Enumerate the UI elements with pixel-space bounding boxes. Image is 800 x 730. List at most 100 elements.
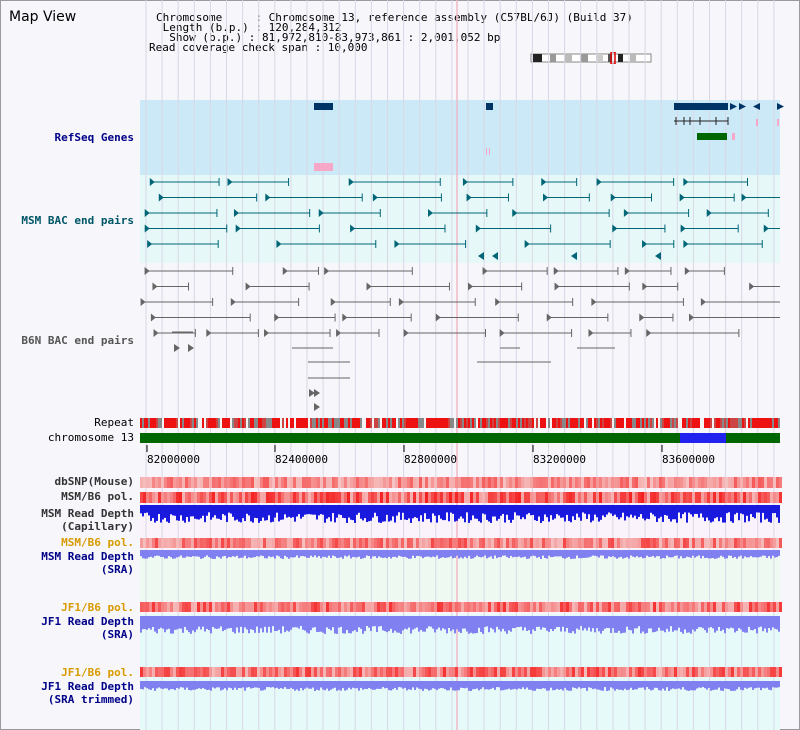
repeat-segment — [508, 418, 510, 428]
jf1-depth-trimmed-bar — [222, 681, 224, 690]
jf1-depth-sra-bar — [600, 616, 602, 634]
msm-depth-capillary-bar — [466, 505, 468, 513]
msm-depth-sra-bar — [236, 550, 238, 556]
msm-b6-pol-sra-segment — [311, 538, 314, 548]
msm-depth-sra-bar — [622, 550, 624, 559]
jf1-b6-pol-segment — [308, 602, 311, 612]
jf1-depth-trimmed-bar — [272, 681, 274, 688]
msm-b6-pol-segment — [242, 492, 245, 503]
jf1-b6-pol-trimmed-segment — [518, 667, 521, 677]
repeat-segment — [276, 418, 278, 428]
jf1-depth-sra-bar — [366, 616, 368, 626]
msm-depth-sra-bar — [298, 550, 300, 558]
msm-depth-capillary-bar — [724, 505, 726, 523]
b6n-bac-pair-end — [499, 329, 505, 337]
msm-depth-sra-bar — [168, 550, 170, 557]
jf1-depth-trimmed-bar — [294, 681, 296, 691]
dbsnp-segment — [734, 477, 737, 488]
jf1-depth-trimmed-bar — [290, 681, 292, 688]
msm-depth-sra-bar — [710, 550, 712, 559]
chromosome-ideogram[interactable] — [530, 52, 652, 64]
msm-depth-capillary-bar — [310, 505, 312, 515]
msm-depth-sra-bar — [684, 550, 686, 558]
jf1-b6-pol-trimmed-segment — [521, 667, 524, 677]
repeat-segment — [538, 418, 540, 428]
jf1-depth-trimmed-bar — [770, 681, 772, 691]
jf1-depth-sra-bar — [736, 616, 738, 631]
jf1-b6-pol-trimmed-segment — [473, 667, 476, 677]
axis-tick-label: 83200000 — [533, 453, 586, 466]
repeat-segment — [192, 418, 194, 428]
msm-depth-capillary-bar — [670, 505, 672, 522]
msm-depth-capillary-bar — [148, 505, 150, 516]
dbsnp-segment — [314, 477, 317, 488]
page-title: Map View — [9, 9, 77, 25]
jf1-depth-sra-bar — [638, 616, 640, 627]
msm-depth-sra-bar — [198, 550, 200, 557]
jf1-b6-pol-segment — [710, 602, 713, 612]
b6n-bac-pair-end — [309, 389, 315, 397]
jf1-b6-pol-trimmed-segment — [560, 667, 563, 677]
jf1-depth-trimmed-bar — [360, 681, 362, 688]
msm-depth-sra-bar — [414, 550, 416, 558]
msm-depth-sra-bar — [308, 550, 310, 558]
jf1-depth-trimmed-bar — [622, 681, 624, 691]
repeat-segment — [676, 418, 678, 428]
dbsnp-segment — [401, 477, 404, 488]
jf1-b6-pol-trimmed-segment — [248, 667, 251, 677]
repeat-segment — [344, 418, 346, 428]
jf1-depth-sra-bar — [704, 616, 706, 631]
msm-b6-pol-sra-segment — [554, 538, 557, 548]
jf1-b6-pol-trimmed-segment — [671, 667, 674, 677]
msm-depth-capillary-bar — [420, 505, 422, 516]
jf1-b6-pol-trimmed-segment — [200, 667, 203, 677]
b6n-bac-pair-end — [398, 298, 404, 306]
jf1-depth-trimmed-bar — [620, 681, 622, 690]
jf1-depth-sra-bar — [486, 616, 488, 627]
jf1-b6-pol-segment — [719, 602, 722, 612]
msm-depth-capillary-bar — [446, 505, 448, 513]
msm-depth-capillary-bar — [540, 505, 542, 523]
msm-b6-pol-sra-segment — [773, 538, 776, 548]
msm-depth-sra-bar — [760, 550, 762, 557]
jf1-b6-pol-trimmed-segment — [557, 667, 560, 677]
jf1-depth-sra-bar — [480, 616, 482, 632]
msm-depth-sra-bar — [618, 550, 620, 558]
repeat-segment — [534, 418, 536, 428]
msm-b6-pol-segment — [764, 492, 767, 503]
jf1-depth-trimmed-bar — [176, 681, 178, 689]
b6n-bac-pair-end — [684, 267, 690, 275]
jf1-depth-trimmed-bar — [532, 681, 534, 691]
jf1-depth-sra-bar — [630, 616, 632, 631]
dbsnp-segment — [338, 477, 341, 488]
jf1-b6-pol-segment — [452, 602, 455, 612]
msm-depth-sra-bar — [644, 550, 646, 558]
repeat-segment — [176, 418, 178, 428]
jf1-depth-trimmed-bar — [602, 681, 604, 691]
jf1-depth-sra-bar — [744, 616, 746, 633]
jf1-b6-pol-segment — [767, 602, 770, 612]
msm-depth-capillary-bar — [604, 505, 606, 518]
jf1-b6-pol-segment — [743, 602, 746, 612]
msm-b6-pol-segment — [692, 492, 695, 503]
jf1-depth-sra-bar — [658, 616, 660, 628]
jf1-depth-trimmed-bar — [720, 681, 722, 691]
msm-depth-sra-bar — [620, 550, 622, 557]
jf1-depth-trimmed-bar — [558, 681, 560, 690]
msm-depth-capillary-bar — [336, 505, 338, 518]
repeat-segment — [364, 418, 366, 428]
msm-b6-pol-segment — [527, 492, 530, 503]
repeat-segment — [392, 418, 394, 428]
repeat-segment — [152, 418, 154, 428]
jf1-b6-pol-trimmed-segment — [386, 667, 389, 677]
jf1-depth-trimmed-bar — [766, 681, 768, 688]
dbsnp-segment — [680, 477, 683, 488]
msm-b6-pol-sra-segment — [710, 538, 713, 548]
msm-depth-capillary-bar — [448, 505, 450, 522]
repeat-segment — [722, 418, 724, 428]
msm-b6-pol-sra-segment — [635, 538, 638, 548]
msm-b6-pol-segment — [200, 492, 203, 503]
msm-depth-capillary-bar — [664, 505, 666, 515]
msm-depth-sra-bar — [716, 550, 718, 559]
